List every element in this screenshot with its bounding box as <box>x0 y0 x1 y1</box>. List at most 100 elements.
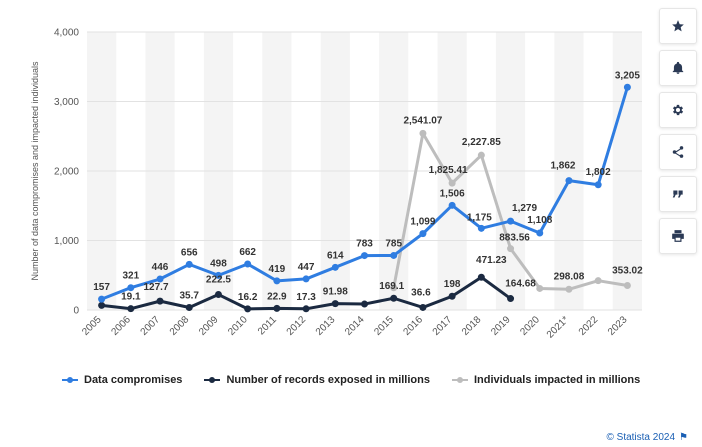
data-label: 446 <box>152 262 169 273</box>
data-point <box>331 300 339 308</box>
data-label: 127.7 <box>144 282 169 293</box>
data-point <box>273 277 281 285</box>
data-point <box>507 295 515 303</box>
favorite-button[interactable] <box>659 8 697 44</box>
x-tick-label: 2015 <box>372 314 396 338</box>
data-point <box>214 291 222 299</box>
data-label: 353.02 <box>612 265 643 276</box>
x-tick-label: 2009 <box>197 314 221 338</box>
data-label: 785 <box>385 238 402 249</box>
x-tick-label: 2017 <box>431 314 455 338</box>
legend-label: Data compromises <box>84 374 183 386</box>
data-label: 17.3 <box>296 292 316 303</box>
data-label: 91.98 <box>323 287 348 298</box>
data-label: 298.08 <box>554 271 585 282</box>
bell-icon <box>672 61 684 74</box>
data-label: 16.2 <box>238 292 258 303</box>
data-point <box>127 305 135 313</box>
y-tick-label: 4,000 <box>54 28 79 39</box>
quote-icon <box>672 190 683 198</box>
y-axis-title: Number of data compromises and impacted … <box>30 61 40 281</box>
data-point <box>302 305 310 313</box>
data-label: 36.6 <box>411 287 431 298</box>
data-point <box>361 300 368 308</box>
data-point <box>507 245 515 253</box>
x-tick-label: 2012 <box>285 314 309 338</box>
legend-swatch-icon <box>204 376 221 384</box>
x-tick-label: 2011 <box>256 314 279 337</box>
data-label: 783 <box>356 239 373 250</box>
data-point <box>419 303 427 311</box>
star-icon <box>672 20 684 32</box>
legend-label: Number of records exposed in millions <box>226 374 430 386</box>
data-label: 656 <box>181 247 198 258</box>
share-button[interactable] <box>659 134 697 170</box>
data-label: 1,108 <box>527 215 552 226</box>
data-point <box>477 151 485 159</box>
data-point <box>273 304 281 312</box>
y-tick-label: 2,000 <box>54 167 79 178</box>
data-point <box>623 281 631 289</box>
legend-swatch-icon <box>451 376 468 384</box>
legend-item-records-exposed[interactable]: Number of records exposed in millions <box>204 374 430 386</box>
data-point <box>565 285 573 293</box>
data-point <box>390 284 398 292</box>
y-tick-label: 3,000 <box>54 97 79 108</box>
data-point <box>594 181 602 189</box>
data-point <box>98 301 106 309</box>
data-point <box>536 284 544 292</box>
cite-button[interactable] <box>659 176 697 212</box>
data-label: 1,279 <box>512 203 537 214</box>
data-point <box>214 271 222 279</box>
data-point <box>594 277 602 285</box>
x-tick-label: 2006 <box>109 314 133 338</box>
data-point <box>448 201 456 209</box>
data-point <box>477 224 485 232</box>
data-label: 321 <box>122 271 139 282</box>
x-tick-label: 2016 <box>402 314 426 338</box>
data-label: 2,541.07 <box>403 115 442 126</box>
data-point <box>419 129 427 137</box>
legend-item-individuals-impacted[interactable]: Individuals impacted in millions <box>451 374 640 386</box>
chart-toolbar <box>659 8 697 254</box>
legend-swatch-icon <box>62 376 78 384</box>
flag-icon: ⚑ <box>679 432 688 443</box>
data-point <box>419 230 427 238</box>
settings-button[interactable] <box>659 92 697 128</box>
x-tick-label: 2014 <box>343 314 367 338</box>
data-point <box>448 179 456 187</box>
data-point <box>98 295 106 303</box>
data-label: 3,205 <box>615 70 640 81</box>
data-label: 1,802 <box>586 167 611 178</box>
legend-item-data-compromises[interactable]: Data compromises <box>62 374 182 386</box>
data-point <box>623 83 631 91</box>
data-label: 157 <box>93 282 110 293</box>
x-tick-label: 2005 <box>80 314 104 338</box>
data-label: 222.5 <box>206 275 231 286</box>
data-label: 169.1 <box>379 281 404 292</box>
data-label: 1,825.41 <box>429 165 468 176</box>
series-line <box>101 86 629 301</box>
data-label: 2,227.85 <box>462 137 501 148</box>
x-tick-label: 2008 <box>168 314 192 338</box>
data-point <box>477 273 485 281</box>
notification-button[interactable] <box>659 50 697 86</box>
data-label: 471.23 <box>476 255 507 266</box>
data-point <box>361 252 368 260</box>
x-tick-label: 2022 <box>577 314 601 338</box>
data-point <box>390 294 398 302</box>
data-label: 1,506 <box>440 188 465 199</box>
data-point <box>156 275 164 283</box>
x-tick-label: 2013 <box>314 314 338 338</box>
share-icon <box>672 146 684 158</box>
data-label: 1,099 <box>410 217 435 228</box>
data-label: 1,175 <box>467 212 492 223</box>
x-tick-label: 2007 <box>139 314 163 338</box>
data-point <box>448 292 456 300</box>
statista-credit[interactable]: © Statista 2024 ⚑ <box>607 432 689 443</box>
print-button[interactable] <box>659 218 697 254</box>
x-tick-label: 2023 <box>606 314 630 338</box>
x-tick-label: 2021* <box>545 314 571 340</box>
data-label: 447 <box>298 262 315 273</box>
